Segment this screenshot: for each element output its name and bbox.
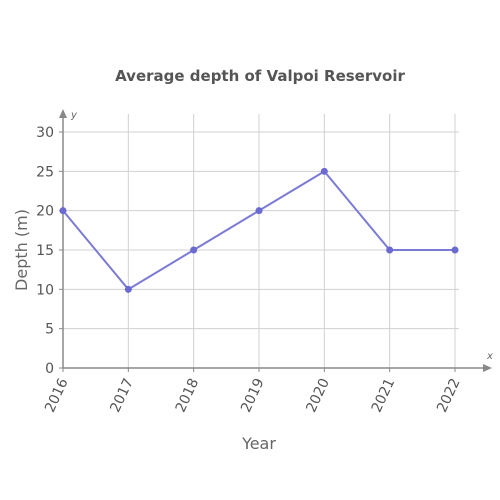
y-tick-label: 0: [45, 361, 54, 377]
x-tick-label: 2020: [303, 376, 333, 415]
y-tick-labels: 0 5 10 15 20 25 30: [36, 125, 54, 377]
y-axis-arrow: [59, 109, 67, 118]
x-tick-label: 2018: [173, 376, 203, 415]
y-axis-letter: y: [70, 110, 78, 121]
x-axis-arrow: [483, 364, 492, 372]
x-tick-label: 2022: [434, 376, 464, 415]
data-point-2021[interactable]: [386, 246, 394, 254]
data-point-2018[interactable]: [190, 246, 198, 254]
x-tick-labels: 2016 2017 2018 2019 2020 2021 2022: [42, 376, 464, 415]
axes: [59, 109, 492, 372]
y-tick-label: 10: [36, 282, 54, 298]
data-point-2016[interactable]: [59, 207, 67, 215]
y-tick-label: 5: [45, 322, 54, 338]
grid-lines: [63, 114, 459, 368]
y-tick-label: 25: [36, 164, 54, 180]
series-group: [59, 167, 459, 293]
y-tick-label: 30: [36, 125, 54, 141]
chart-title: Average depth of Valpoi Reservoir: [115, 67, 405, 85]
x-tick-label: 2019: [238, 376, 268, 415]
y-tick-label: 15: [36, 243, 54, 259]
data-point-2017[interactable]: [124, 285, 132, 293]
y-axis-title: Depth (m): [12, 209, 31, 291]
x-tick-label: 2016: [42, 376, 72, 415]
x-tick-label: 2017: [107, 376, 137, 415]
x-axis-title: Year: [241, 434, 276, 453]
x-axis-letter: x: [486, 351, 493, 362]
data-point-2022[interactable]: [451, 246, 459, 254]
y-tick-label: 20: [36, 204, 54, 220]
x-tick-label: 2021: [369, 376, 399, 415]
data-point-2020[interactable]: [320, 167, 328, 175]
data-point-2019[interactable]: [255, 207, 263, 215]
